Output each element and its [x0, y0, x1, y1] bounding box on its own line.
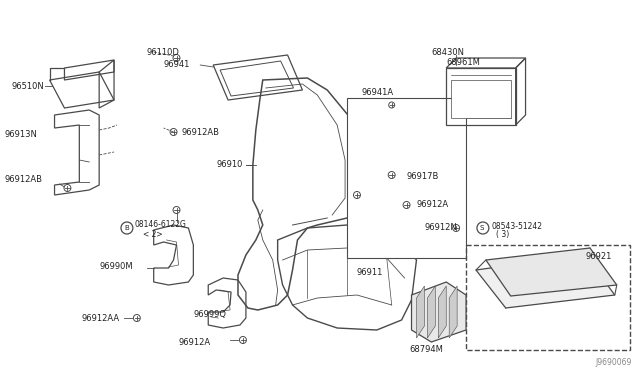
Polygon shape: [412, 282, 466, 342]
Polygon shape: [417, 286, 424, 338]
Text: 68961M: 68961M: [446, 58, 480, 67]
Text: 68430N: 68430N: [431, 48, 465, 57]
Polygon shape: [449, 286, 457, 338]
Text: 96912A: 96912A: [417, 200, 449, 209]
Text: ( 3): ( 3): [496, 230, 509, 239]
Text: 96912N: 96912N: [424, 223, 457, 232]
Text: 96911: 96911: [357, 268, 383, 277]
Polygon shape: [428, 286, 435, 338]
Text: S: S: [480, 225, 484, 231]
Polygon shape: [486, 248, 617, 296]
Text: < 2>: < 2>: [143, 230, 163, 239]
Bar: [466, 245, 630, 350]
Polygon shape: [438, 286, 446, 338]
Text: 96913N: 96913N: [5, 130, 38, 139]
Text: 96990M: 96990M: [99, 262, 132, 271]
Text: 96912AA: 96912AA: [81, 314, 120, 323]
Text: 08543-51242: 08543-51242: [492, 222, 543, 231]
Text: 96510N: 96510N: [12, 82, 45, 91]
Polygon shape: [476, 255, 615, 308]
Bar: [451, 80, 511, 118]
Text: 96941A: 96941A: [362, 88, 394, 97]
Text: 96941: 96941: [164, 60, 190, 69]
Text: 96912AB: 96912AB: [182, 128, 220, 137]
Text: 96110D: 96110D: [147, 48, 180, 57]
Text: 96912A: 96912A: [179, 338, 211, 347]
Text: 08146-6122G: 08146-6122G: [135, 220, 187, 229]
Text: 68794M: 68794M: [410, 345, 444, 354]
Text: 96999Q: 96999Q: [193, 310, 227, 319]
Text: 96921: 96921: [585, 252, 611, 261]
Text: B: B: [125, 225, 129, 231]
Text: 96910: 96910: [216, 160, 243, 169]
Text: J9690069: J9690069: [595, 358, 631, 367]
Text: 96917B: 96917B: [406, 172, 439, 181]
Text: 96912AB: 96912AB: [5, 175, 43, 184]
Bar: [347, 98, 466, 258]
